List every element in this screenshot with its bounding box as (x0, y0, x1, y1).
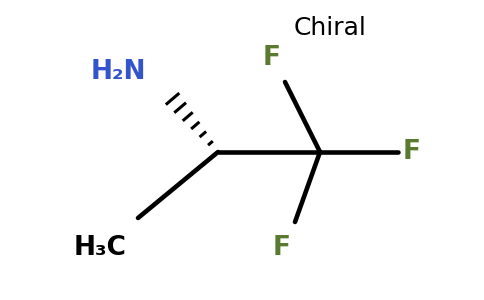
Text: H₃C: H₃C (74, 235, 126, 261)
Text: F: F (273, 235, 291, 261)
Text: F: F (263, 45, 281, 71)
Text: H₂N: H₂N (90, 59, 146, 85)
Text: F: F (403, 139, 421, 165)
Text: Chiral: Chiral (294, 16, 366, 40)
